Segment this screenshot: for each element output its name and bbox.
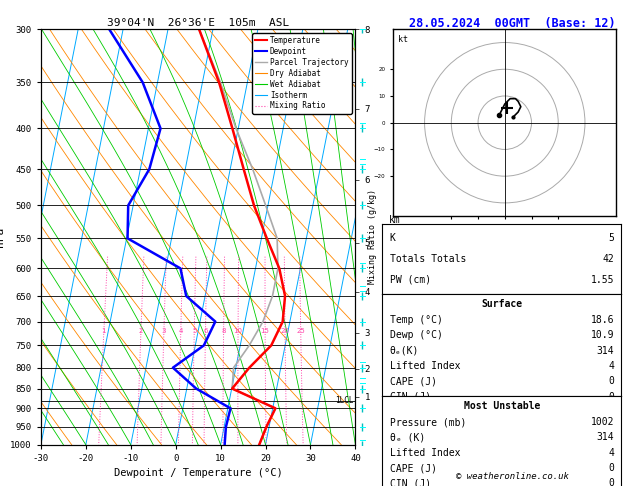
Text: 5: 5 — [608, 233, 615, 243]
Text: kt: kt — [398, 35, 408, 44]
Y-axis label: km
ASL: km ASL — [386, 215, 404, 237]
Text: Lifted Index: Lifted Index — [389, 361, 460, 371]
Text: 25: 25 — [296, 329, 305, 334]
Text: PW (cm): PW (cm) — [389, 275, 431, 285]
Text: Totals Totals: Totals Totals — [389, 254, 466, 264]
Text: 15: 15 — [260, 329, 270, 334]
Title: 39°04'N  26°36'E  105m  ASL: 39°04'N 26°36'E 105m ASL — [107, 18, 289, 28]
Text: θₑ(K): θₑ(K) — [389, 346, 419, 356]
Text: 10: 10 — [233, 329, 243, 334]
Text: 18.6: 18.6 — [591, 315, 615, 325]
Text: CIN (J): CIN (J) — [389, 392, 431, 401]
Legend: Temperature, Dewpoint, Parcel Trajectory, Dry Adiabat, Wet Adiabat, Isotherm, Mi: Temperature, Dewpoint, Parcel Trajectory… — [252, 33, 352, 114]
Text: © weatheronline.co.uk: © weatheronline.co.uk — [456, 472, 569, 481]
Text: 5: 5 — [192, 329, 196, 334]
Text: CAPE (J): CAPE (J) — [389, 463, 437, 473]
Text: 2: 2 — [139, 329, 143, 334]
Text: θₑ (K): θₑ (K) — [389, 433, 425, 442]
Text: Pressure (mb): Pressure (mb) — [389, 417, 466, 427]
X-axis label: Dewpoint / Temperature (°C): Dewpoint / Temperature (°C) — [114, 469, 282, 478]
Text: 28.05.2024  00GMT  (Base: 12): 28.05.2024 00GMT (Base: 12) — [409, 17, 616, 30]
Text: 314: 314 — [597, 346, 615, 356]
Text: 8: 8 — [221, 329, 226, 334]
Text: CIN (J): CIN (J) — [389, 478, 431, 486]
Text: 20: 20 — [281, 329, 289, 334]
Text: 4: 4 — [179, 329, 183, 334]
Y-axis label: hPa: hPa — [0, 227, 5, 247]
Text: Dewp (°C): Dewp (°C) — [389, 330, 442, 340]
Text: 0: 0 — [608, 463, 615, 473]
Text: 1: 1 — [102, 329, 106, 334]
Text: 0: 0 — [608, 478, 615, 486]
Text: 1LCL: 1LCL — [335, 396, 354, 405]
Text: K: K — [389, 233, 396, 243]
Text: 0: 0 — [608, 392, 615, 401]
Text: Lifted Index: Lifted Index — [389, 448, 460, 458]
Text: 1.55: 1.55 — [591, 275, 615, 285]
Text: 10.9: 10.9 — [591, 330, 615, 340]
Text: 4: 4 — [608, 361, 615, 371]
Text: Surface: Surface — [481, 299, 523, 309]
Text: 0: 0 — [608, 376, 615, 386]
Text: 6: 6 — [203, 329, 208, 334]
Text: 42: 42 — [603, 254, 615, 264]
Text: Most Unstable: Most Unstable — [464, 401, 540, 411]
Text: 314: 314 — [597, 433, 615, 442]
Text: 3: 3 — [162, 329, 166, 334]
Text: 4: 4 — [608, 448, 615, 458]
Text: 1002: 1002 — [591, 417, 615, 427]
Text: CAPE (J): CAPE (J) — [389, 376, 437, 386]
Text: Mixing Ratio (g/kg): Mixing Ratio (g/kg) — [369, 190, 377, 284]
Text: Temp (°C): Temp (°C) — [389, 315, 442, 325]
